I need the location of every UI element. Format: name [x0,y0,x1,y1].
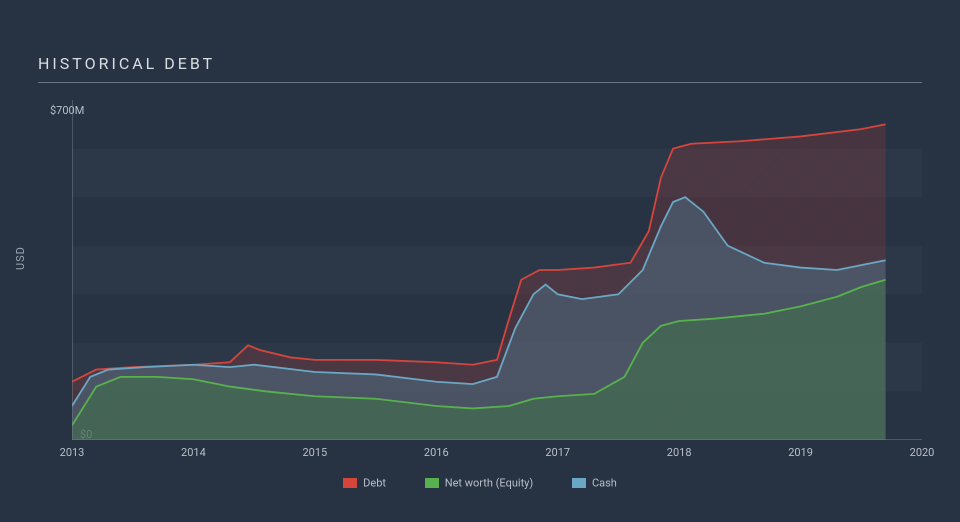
legend-label: Net worth (Equity) [445,477,533,490]
legend: Debt Net worth (Equity) Cash [0,476,960,490]
x-tick-label: 2015 [302,446,327,459]
legend-swatch-equity [425,478,439,488]
x-tick-label: 2020 [910,446,935,459]
x-tick-label: 2017 [545,446,570,459]
legend-item-equity: Net worth (Equity) [425,476,533,490]
title-row: HISTORICAL DEBT [38,54,922,83]
legend-label: Debt [363,477,386,490]
y-axis-label: USD [14,246,27,270]
legend-item-debt: Debt [343,476,386,490]
legend-label: Cash [592,477,617,490]
x-tick-label: 2014 [181,446,206,459]
chart-title: HISTORICAL DEBT [38,54,215,73]
x-tick-label: 2019 [788,446,813,459]
x-axis-labels: 20132014201520162017201820192020 [72,446,922,462]
x-tick-label: 2013 [60,446,85,459]
x-tick-label: 2016 [424,446,449,459]
legend-item-cash: Cash [572,476,617,490]
x-tick-label: 2018 [667,446,692,459]
legend-swatch-debt [343,478,357,488]
historical-debt-chart [72,100,922,440]
legend-swatch-cash [572,478,586,488]
